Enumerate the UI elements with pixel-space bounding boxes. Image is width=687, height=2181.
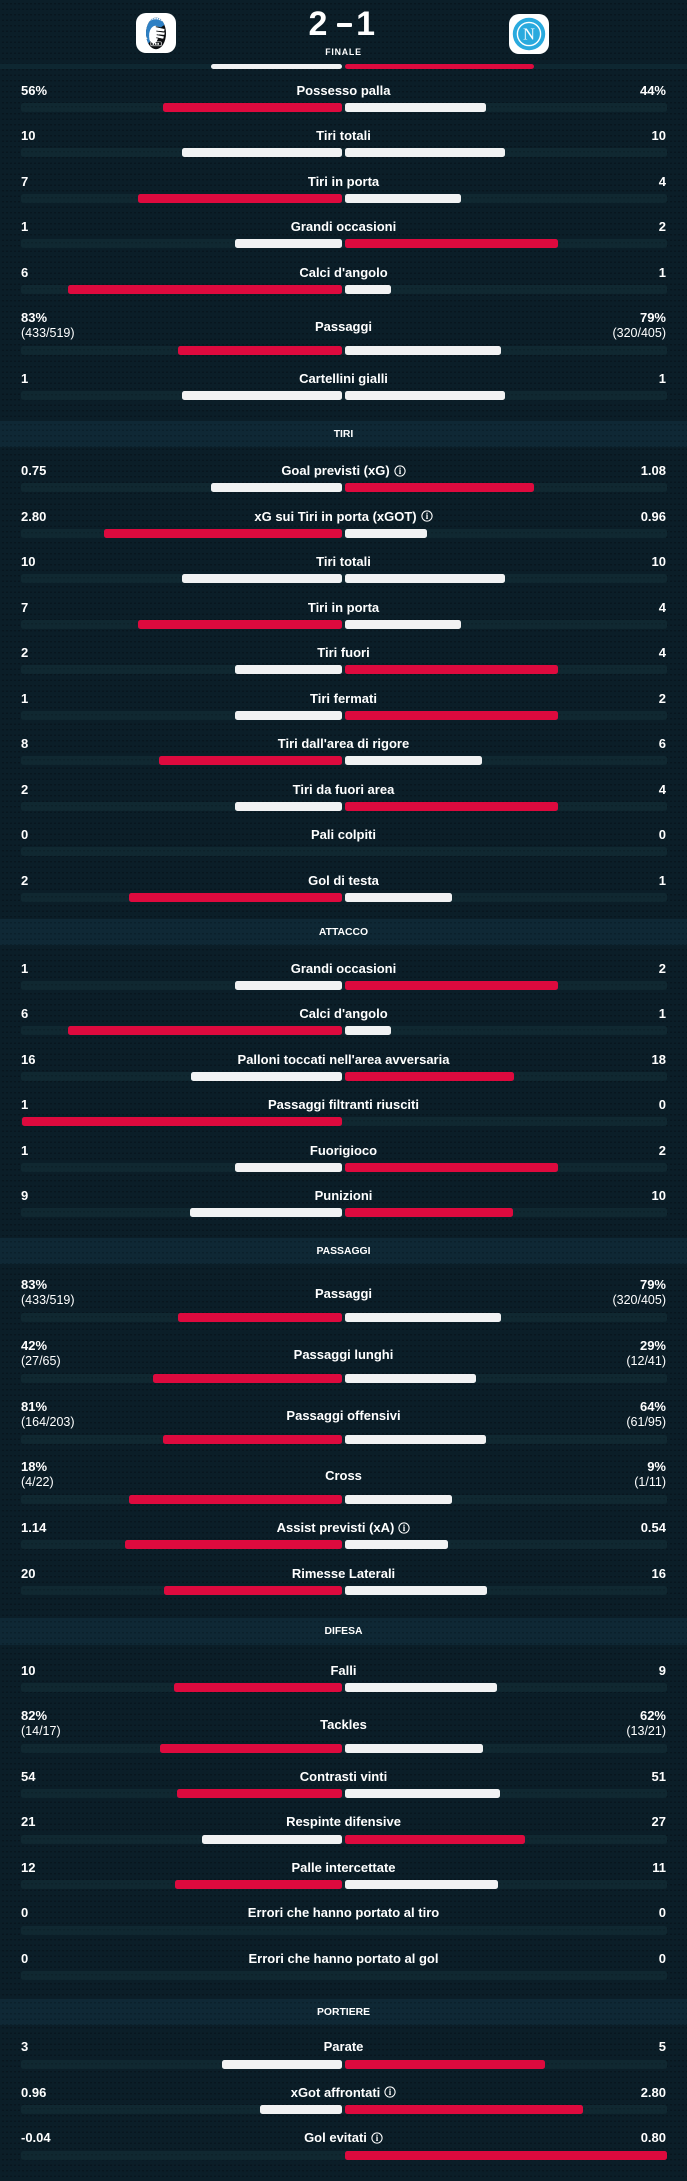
svg-text:i: i [403,1523,406,1533]
svg-text:i: i [389,2087,392,2097]
svg-text:N: N [523,24,535,43]
svg-text:i: i [376,2133,379,2143]
svg-text:i: i [398,466,401,476]
svg-text:i: i [425,511,428,521]
